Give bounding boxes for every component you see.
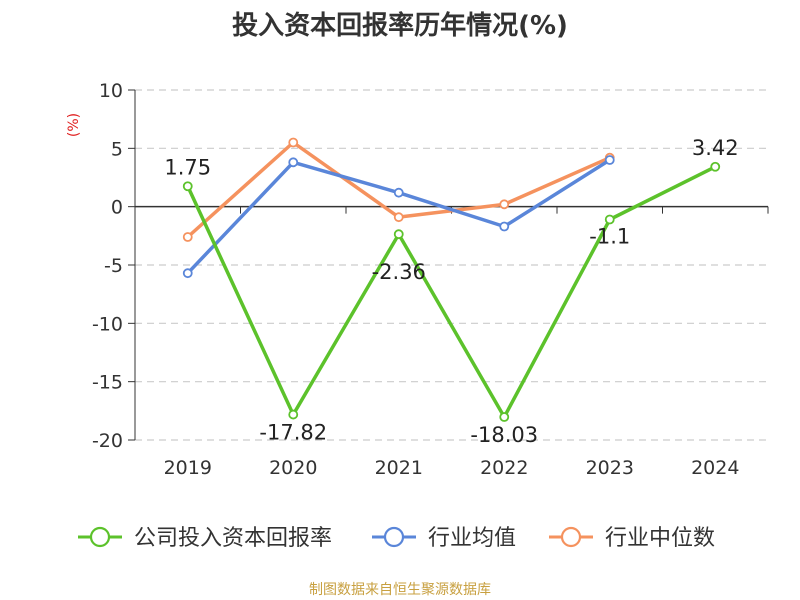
y-tick-label: -15 [92,372,123,394]
data-point [288,157,299,168]
data-point [182,232,193,242]
legend-item[interactable]: 行业中位数 [549,526,715,551]
x-tick-label: 2020 [269,457,317,479]
legend-item[interactable]: 公司投入资本回报率 [78,526,332,551]
series-line [186,165,717,419]
data-point [288,409,299,420]
legend-label: 行业均值 [428,526,516,551]
data-point [499,412,510,422]
source-note: 制图数据来自恒生聚源数据库 [309,582,491,598]
data-label: -1.1 [589,225,630,249]
y-tick-label: -10 [92,313,123,335]
legend-label: 公司投入资本回报率 [134,526,332,551]
data-label: -18.03 [470,423,538,447]
x-tick-label: 2021 [375,457,423,479]
y-tick-label: 0 [111,197,123,219]
legend-marker [383,526,405,548]
legend-item[interactable]: 行业均值 [372,526,516,551]
grid [135,89,768,441]
legend: 公司投入资本回报率 行业均值 行业中位数 [78,526,715,551]
y-tick-label: 5 [111,138,123,160]
series-0 [182,161,721,422]
data-label: -17.82 [259,421,327,445]
data-point [499,221,510,232]
chart-title: 投入资本回报率历年情况(%) [232,10,568,41]
y-axis-unit: (%) [66,113,82,137]
data-point [499,199,510,210]
data-point [710,161,721,172]
axes: 10 5 0 -5 -10 -15 -20 2019 2020 2021 2022 2023 2024 [92,80,769,479]
legend-marker [89,526,111,548]
data-labels: 1.75 -17.82 -2.36 -18.03 -1.1 3.42 [164,136,738,447]
y-tick-label: 10 [99,80,123,102]
series-1 [182,155,615,279]
series [182,137,721,422]
x-tick-label: 2023 [586,457,634,479]
data-point [604,214,615,225]
data-label: 1.75 [164,155,211,179]
y-tick-label: -5 [104,255,123,277]
data-label: -2.36 [372,260,426,284]
data-point [393,229,404,240]
data-label: 3.42 [692,136,739,160]
series-2 [182,137,615,242]
x-tick-label: 2024 [691,457,739,479]
x-tick-label: 2022 [480,457,528,479]
legend-marker [560,526,582,548]
data-point [393,187,404,198]
data-point [288,137,299,148]
x-tick-label: 2019 [164,457,212,479]
data-point [604,155,615,165]
legend-label: 行业中位数 [605,526,715,551]
y-tick-label: -20 [92,430,123,452]
data-point [393,212,404,223]
data-point [182,181,193,192]
data-point [182,268,193,279]
